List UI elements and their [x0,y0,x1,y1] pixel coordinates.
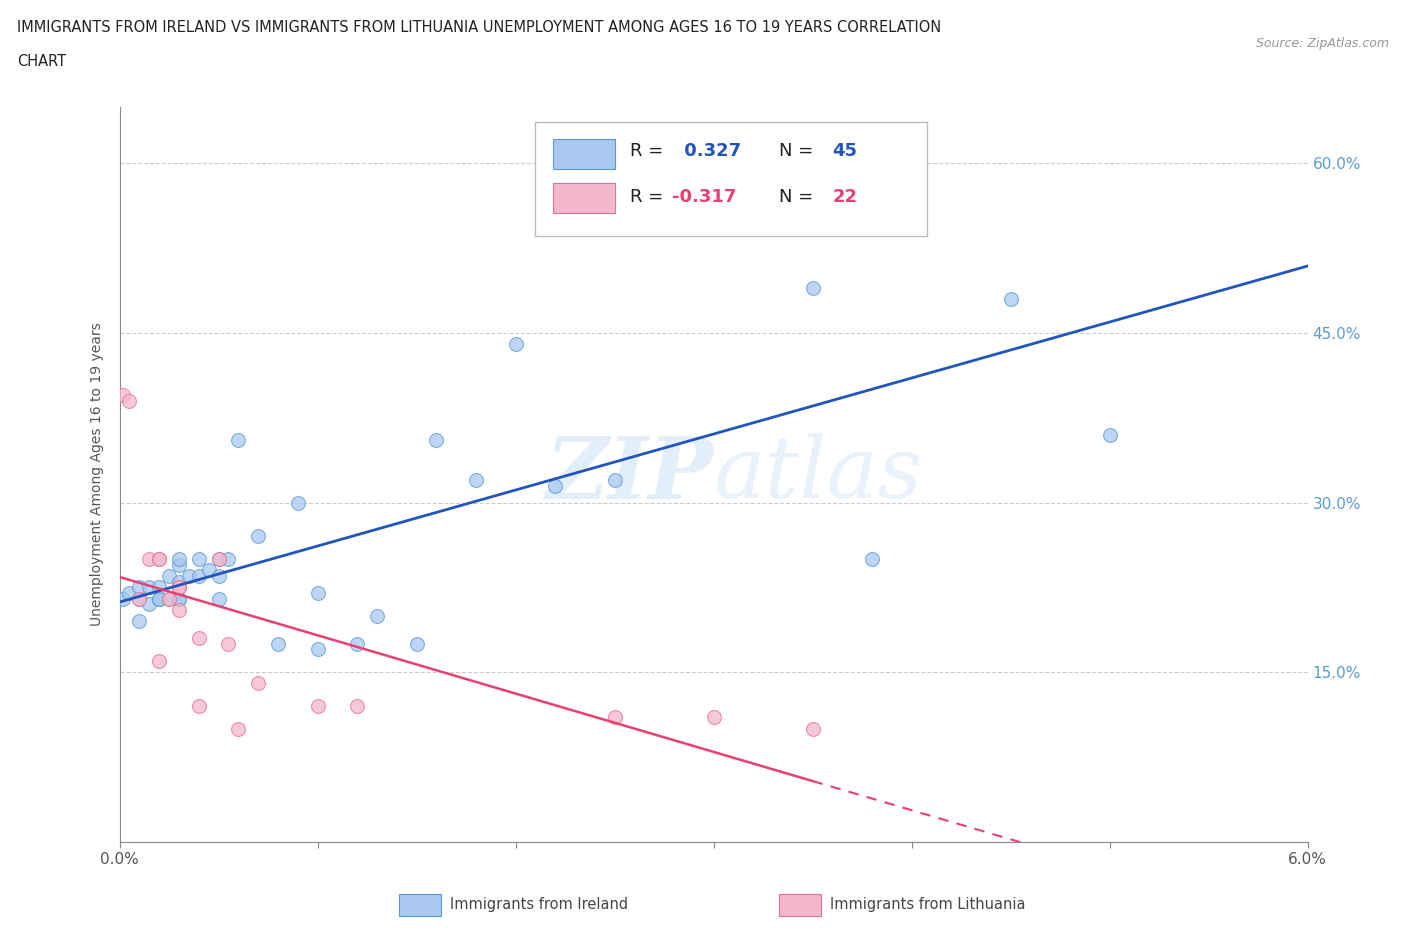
Point [187,698,209,713]
Point [1098,427,1121,442]
Point [177,568,200,583]
Point [425,433,447,448]
Point [157,591,180,606]
Point [346,698,368,713]
Point [544,478,567,493]
Point [801,721,824,736]
Point [366,608,388,623]
Text: N =: N = [779,142,813,160]
Point [217,551,239,566]
Point [167,551,190,566]
Point [207,591,229,606]
Point [148,654,170,669]
Point [228,433,250,448]
Point [167,580,190,595]
Point [148,551,170,566]
Point [207,551,229,566]
Point [187,568,209,583]
Point [157,568,180,583]
Point [128,591,150,606]
Point [148,591,170,606]
Point [157,591,180,606]
Text: Immigrants from Ireland: Immigrants from Ireland [450,897,628,912]
Text: CHART: CHART [17,54,66,69]
Point [118,393,141,408]
Text: 0.327: 0.327 [678,142,741,160]
Point [138,597,160,612]
Point [187,631,209,645]
Point [148,591,170,606]
Point [464,472,488,487]
Point [148,591,170,606]
Point [148,580,170,595]
Text: R =: R = [630,188,664,206]
Point [405,636,427,651]
Point [247,529,270,544]
Point [112,591,135,606]
Text: atlas: atlas [713,433,922,515]
FancyBboxPatch shape [536,122,928,235]
Point [287,495,309,510]
Point [505,337,527,352]
Point [128,614,150,629]
Point [702,710,725,724]
Point [267,636,290,651]
Point [167,580,190,595]
Point [603,710,626,724]
Point [197,563,219,578]
Point [138,580,160,595]
Point [167,557,190,572]
Text: 22: 22 [832,188,858,206]
Point [167,603,190,618]
Text: Source: ZipAtlas.com: Source: ZipAtlas.com [1256,37,1389,50]
Point [702,201,725,216]
Point [138,551,160,566]
Point [860,551,883,566]
Point [148,551,170,566]
Y-axis label: Unemployment Among Ages 16 to 19 years: Unemployment Among Ages 16 to 19 years [90,323,104,626]
Point [346,636,368,651]
Point [217,636,239,651]
Point [801,280,824,295]
Point [128,580,150,595]
Point [1000,292,1022,307]
Text: N =: N = [779,188,813,206]
Point [247,676,270,691]
Text: -0.317: -0.317 [672,188,737,206]
FancyBboxPatch shape [553,182,614,214]
Point [307,642,329,657]
Point [128,591,150,606]
Point [167,591,190,606]
Point [307,698,329,713]
Text: R =: R = [630,142,664,160]
Point [207,568,229,583]
Point [307,586,329,601]
FancyBboxPatch shape [553,139,614,169]
Point [207,551,229,566]
Text: 45: 45 [832,142,858,160]
Text: Immigrants from Lithuania: Immigrants from Lithuania [830,897,1025,912]
Point [167,574,190,589]
Text: ZIP: ZIP [546,432,713,516]
Point [167,591,190,606]
Text: IMMIGRANTS FROM IRELAND VS IMMIGRANTS FROM LITHUANIA UNEMPLOYMENT AMONG AGES 16 : IMMIGRANTS FROM IRELAND VS IMMIGRANTS FR… [17,20,941,35]
Point [112,388,135,403]
Point [228,721,250,736]
Point [187,551,209,566]
Point [603,472,626,487]
Point [118,586,141,601]
